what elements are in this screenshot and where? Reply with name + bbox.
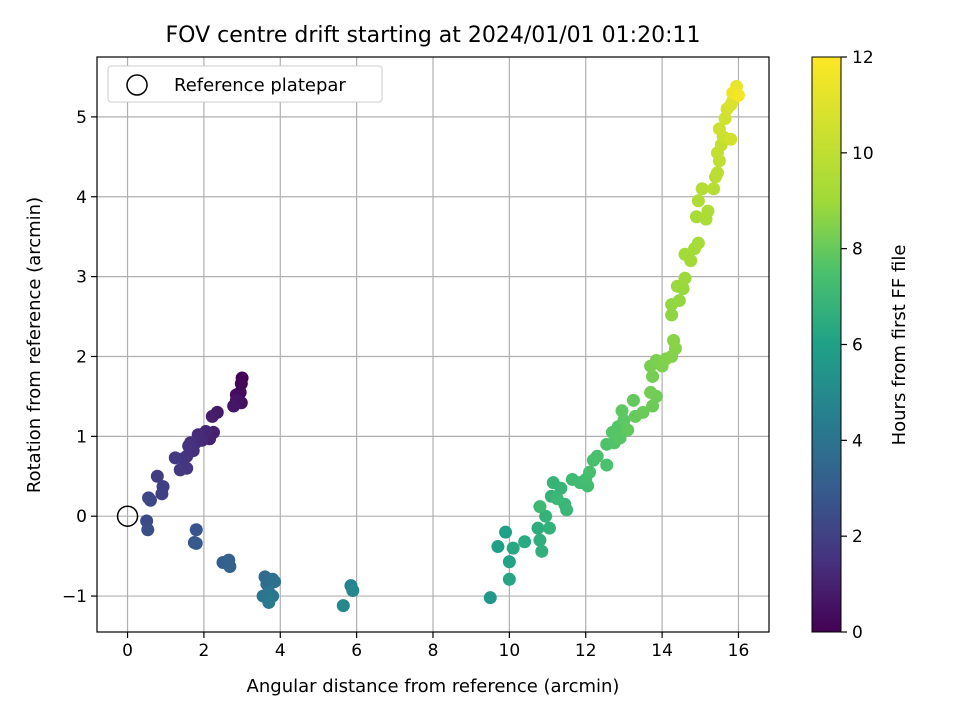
data-point bbox=[621, 423, 635, 437]
colorbar-label: Hours from first FF file bbox=[889, 245, 910, 446]
data-point bbox=[189, 536, 203, 550]
data-point bbox=[150, 469, 164, 483]
y-tick-label: −1 bbox=[62, 587, 87, 607]
x-tick-label: 16 bbox=[728, 641, 750, 661]
scatter-points bbox=[140, 80, 745, 613]
colorbar-ticks: 0 2 4 6 8 10 12 bbox=[841, 48, 874, 643]
data-point bbox=[554, 481, 568, 495]
data-point bbox=[499, 525, 513, 539]
data-point bbox=[667, 334, 681, 348]
data-point bbox=[268, 575, 282, 589]
data-point bbox=[491, 540, 505, 554]
data-point bbox=[583, 465, 597, 479]
x-tick-label: 12 bbox=[575, 641, 597, 661]
x-axis-ticks: 0 2 4 6 8 10 12 14 16 bbox=[122, 632, 749, 661]
data-point bbox=[684, 254, 698, 268]
reference-platepar-marker bbox=[116, 505, 139, 527]
data-point bbox=[173, 463, 187, 477]
colorbar-tick-label: 8 bbox=[852, 240, 863, 260]
data-point bbox=[731, 88, 745, 102]
y-tick-label: 5 bbox=[76, 108, 87, 128]
data-point bbox=[531, 521, 545, 535]
data-point bbox=[710, 166, 724, 180]
data-point bbox=[223, 560, 237, 574]
data-point bbox=[590, 449, 604, 463]
data-point bbox=[502, 555, 516, 569]
colorbar: 0 2 4 6 8 10 12 Hours from first FF file bbox=[811, 48, 910, 643]
colorbar-tick-label: 12 bbox=[852, 48, 874, 68]
data-point bbox=[262, 595, 276, 609]
data-point bbox=[518, 535, 532, 549]
data-point bbox=[227, 399, 241, 413]
data-point bbox=[600, 458, 614, 472]
data-point bbox=[691, 236, 705, 250]
y-tick-label: 0 bbox=[76, 507, 87, 527]
data-point bbox=[539, 509, 553, 523]
x-tick-label: 14 bbox=[651, 641, 673, 661]
x-tick-label: 10 bbox=[499, 641, 521, 661]
data-point bbox=[533, 533, 547, 547]
data-point bbox=[707, 182, 721, 196]
data-point bbox=[712, 122, 726, 136]
colorbar-tick-label: 10 bbox=[852, 144, 874, 164]
data-point bbox=[550, 492, 564, 506]
data-point bbox=[155, 487, 169, 501]
colorbar-tick-label: 2 bbox=[852, 527, 863, 547]
x-tick-label: 8 bbox=[428, 641, 439, 661]
x-axis-label: Angular distance from reference (arcmin) bbox=[247, 676, 620, 697]
data-point bbox=[535, 544, 549, 558]
data-point bbox=[168, 451, 182, 465]
data-point bbox=[646, 369, 660, 383]
data-point bbox=[483, 591, 497, 605]
x-tick-label: 4 bbox=[275, 641, 286, 661]
data-point bbox=[502, 572, 516, 586]
data-point bbox=[626, 393, 640, 407]
data-point bbox=[506, 541, 520, 555]
x-tick-label: 0 bbox=[122, 641, 133, 661]
chart-title: FOV centre drift starting at 2024/01/01 … bbox=[166, 23, 701, 48]
legend-box bbox=[107, 65, 383, 103]
data-point bbox=[724, 132, 738, 146]
data-point bbox=[695, 182, 709, 196]
grid bbox=[97, 57, 769, 632]
legend: Reference platepar bbox=[107, 65, 383, 103]
y-tick-label: 2 bbox=[76, 347, 87, 367]
colorbar-tick-label: 4 bbox=[852, 431, 863, 451]
data-point bbox=[346, 583, 360, 597]
colorbar-tick-label: 0 bbox=[852, 623, 863, 643]
legend-reference-marker bbox=[126, 74, 148, 96]
data-point bbox=[691, 194, 705, 208]
x-tick-label: 6 bbox=[351, 641, 362, 661]
data-point bbox=[665, 308, 679, 322]
data-point bbox=[615, 404, 629, 418]
data-point bbox=[560, 503, 574, 517]
data-point bbox=[141, 523, 155, 537]
colorbar-tick-label: 6 bbox=[852, 336, 863, 356]
data-point bbox=[189, 523, 203, 537]
data-point bbox=[672, 294, 686, 308]
x-tick-label: 2 bbox=[198, 641, 209, 661]
colorbar-gradient bbox=[811, 56, 842, 633]
y-axis-label: Rotation from reference (arcmin) bbox=[24, 197, 45, 493]
data-point bbox=[678, 271, 692, 285]
reference-marker-layer bbox=[116, 505, 139, 527]
data-point bbox=[533, 500, 547, 514]
legend-label: Reference platepar bbox=[174, 75, 346, 96]
data-point bbox=[701, 204, 715, 218]
data-point bbox=[143, 493, 157, 507]
y-tick-label: 4 bbox=[76, 188, 87, 208]
data-point bbox=[336, 599, 350, 613]
data-point bbox=[636, 405, 650, 419]
y-tick-label: 1 bbox=[76, 427, 87, 447]
data-point bbox=[644, 385, 658, 399]
y-axis-ticks: −1 0 1 2 3 4 5 bbox=[62, 108, 97, 607]
data-point bbox=[182, 439, 196, 453]
y-tick-label: 3 bbox=[76, 268, 87, 288]
data-point bbox=[205, 409, 219, 423]
data-point bbox=[542, 521, 556, 535]
